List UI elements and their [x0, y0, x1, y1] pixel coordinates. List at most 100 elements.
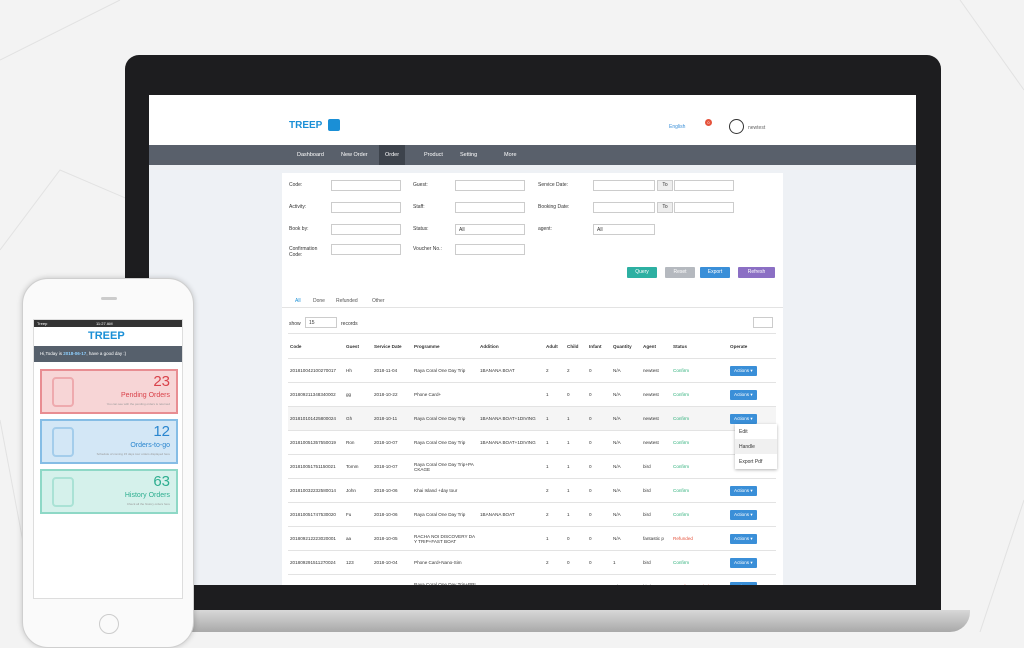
- table-cell: 2018-10-03: [372, 574, 412, 585]
- table-cell: 201810022265300026: [288, 574, 344, 585]
- actions-button[interactable]: Actions ▾: [730, 485, 757, 496]
- actions-button[interactable]: Actions ▾: [730, 389, 757, 400]
- summary-card[interactable]: 63 History Orders Check all the history or…: [40, 469, 178, 514]
- table-cell: 2018-10-06: [372, 502, 412, 527]
- button[interactable]: Query: [627, 267, 657, 278]
- table-cell: bird: [641, 478, 671, 503]
- summary-card[interactable]: 12 Orders-to-go Schedule of coming 15 days…: [40, 419, 178, 464]
- table-cell: N/A: [611, 454, 641, 479]
- button[interactable]: Export: [700, 267, 730, 278]
- tab-underline: [282, 307, 783, 308]
- actions-button[interactable]: Actions ▾: [730, 557, 757, 568]
- filter-input[interactable]: [331, 224, 401, 235]
- table-cell: N/A: [611, 574, 641, 585]
- table-cell: 2018-10-05: [372, 526, 412, 551]
- actions-button[interactable]: Actions ▾: [730, 365, 757, 376]
- table-cell: Gh: [344, 406, 372, 431]
- tab[interactable]: Other: [372, 298, 385, 304]
- summary-card[interactable]: 23 Pending Orders You can see with the pen…: [40, 369, 178, 414]
- actions-button[interactable]: Actions ▾: [730, 581, 757, 585]
- table-cell: 123: [344, 550, 372, 575]
- order-row: 201809211348340002 gg 2018-10-22 Phone Card…: [288, 382, 776, 407]
- card-icon: [52, 427, 74, 457]
- table-cell: 1: [544, 430, 565, 455]
- table-cell: Phone Card+: [412, 382, 478, 407]
- filter-input[interactable]: [455, 244, 525, 255]
- nav-item[interactable]: Dashboard: [297, 152, 324, 158]
- table-cell: John: [344, 478, 372, 503]
- table-cell: bird: [641, 502, 671, 527]
- nav-item[interactable]: New Order: [341, 152, 368, 158]
- filter-label: agent:: [538, 226, 552, 232]
- status-cell: Confirm: [671, 430, 728, 455]
- table-cell: 201809291511270024: [288, 550, 344, 575]
- table-cell: Khai Island +day tour: [412, 478, 478, 503]
- filter-input[interactable]: All: [455, 224, 525, 235]
- table-cell: 1: [544, 406, 565, 431]
- show-label: show: [289, 321, 301, 327]
- filter-input[interactable]: [331, 202, 401, 213]
- column-header: Programme: [412, 333, 478, 359]
- filter-input[interactable]: [331, 180, 401, 191]
- button[interactable]: Refresh: [738, 267, 775, 278]
- operate-cell: Actions ▾: [728, 574, 776, 585]
- filter-input[interactable]: [674, 180, 734, 191]
- table-cell: 0: [565, 550, 587, 575]
- table-cell: 2018-11-04: [372, 358, 412, 383]
- tab[interactable]: Done: [313, 298, 325, 304]
- filter-input[interactable]: [593, 180, 655, 191]
- nav-item[interactable]: More: [504, 152, 517, 158]
- actions-button[interactable]: Actions ▾: [730, 533, 757, 544]
- menu-item[interactable]: Export Pdf: [739, 459, 763, 465]
- card-count: 12: [153, 423, 170, 440]
- filter-label: Book by:: [289, 226, 309, 232]
- table-cell: newtest: [641, 406, 671, 431]
- language[interactable]: English: [669, 124, 686, 130]
- notice-end: , have a good day :): [86, 351, 127, 356]
- actions-button[interactable]: Actions ▾: [730, 413, 757, 424]
- username[interactable]: newtest: [748, 125, 766, 131]
- nav-item[interactable]: Order: [379, 145, 406, 165]
- table-cell: 1: [565, 478, 587, 503]
- filter-input[interactable]: [593, 202, 655, 213]
- home-button[interactable]: [99, 614, 119, 634]
- table-cell: 2018-10-04: [372, 550, 412, 575]
- avatar[interactable]: [729, 119, 744, 134]
- tab[interactable]: All: [295, 298, 301, 304]
- header-row: Code Guest Service Date Programme Addition Ad…: [288, 333, 776, 359]
- table-cell: [478, 382, 544, 407]
- table-cell: Tomm: [344, 454, 372, 479]
- column-header: Operate: [728, 333, 776, 359]
- to-label: To: [657, 180, 673, 191]
- to-label: To: [657, 202, 673, 213]
- table-cell: 1: [565, 430, 587, 455]
- filter-input[interactable]: All: [593, 224, 655, 235]
- filter-label: Confirmation Code:: [289, 246, 318, 258]
- table-cell: Ron: [344, 430, 372, 455]
- card-count: 23: [153, 373, 170, 390]
- table-cell: 2: [544, 478, 565, 503]
- page-size[interactable]: 15: [305, 317, 337, 328]
- operate-cell: Actions ▾: [728, 478, 776, 503]
- table-cell: 2: [544, 502, 565, 527]
- columns-toggle[interactable]: [753, 317, 773, 328]
- table-cell: [478, 574, 544, 585]
- table-cell: Raya Coral One Day Trip: [412, 358, 478, 383]
- nav-item[interactable]: Setting: [460, 152, 478, 158]
- button[interactable]: Reset: [665, 267, 695, 278]
- table-cell: 0: [587, 574, 611, 585]
- filter-input[interactable]: [455, 180, 525, 191]
- tab[interactable]: Refunded: [336, 298, 358, 304]
- nav-item[interactable]: Product: [424, 152, 443, 158]
- card-desc: You can see with the pending orders is r…: [106, 402, 170, 406]
- card-desc: Schedule of coming 15 days tour orders d…: [96, 452, 170, 456]
- filter-input[interactable]: [674, 202, 734, 213]
- menu-item[interactable]: Handle: [735, 439, 777, 454]
- actions-button[interactable]: Actions ▾: [730, 509, 757, 520]
- filter-input[interactable]: [455, 202, 525, 213]
- menu-item[interactable]: Edit: [739, 429, 748, 435]
- table-cell: 1: [565, 406, 587, 431]
- filter-input[interactable]: [331, 244, 401, 255]
- order-row: 201809291511270024 123 2018-10-04 Phone Car…: [288, 550, 776, 575]
